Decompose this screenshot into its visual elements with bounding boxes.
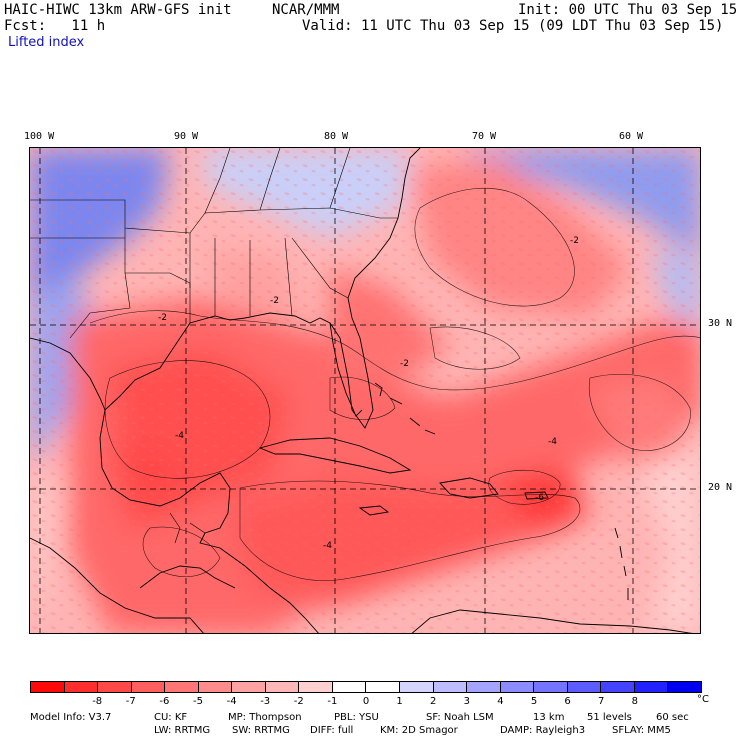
colorbar-unit: °C [697, 694, 709, 705]
colorbar-tick-label: 3 [463, 696, 470, 707]
model-info-levels: 51 levels [587, 712, 632, 723]
colorbar-tick-label: -8 [92, 696, 103, 707]
colorbar-swatch [500, 682, 535, 692]
model-info-km: KM: 2D Smagor [380, 725, 458, 736]
colorbar [30, 681, 702, 693]
lat-label-30n: 30 N [708, 318, 733, 329]
model-info-version: Model Info: V3.7 [30, 712, 112, 723]
colorbar-swatch [601, 682, 635, 692]
model-info-diff: DIFF: full [310, 725, 354, 736]
model-info-lw: LW: RRTMG [154, 725, 211, 736]
colorbar-swatch [467, 682, 501, 692]
contour-label: -4 [548, 437, 557, 447]
init-time: Init: 00 UTC Thu 03 Sep 15 [518, 2, 738, 18]
model-info-sw: SW: RRTMG [232, 725, 290, 736]
colorbar-tick-label: -1 [327, 696, 338, 707]
contour-label: -2 [158, 313, 167, 323]
lon-label-60w: 60 W [619, 131, 644, 142]
colorbar-swatch [98, 682, 132, 692]
colorbar-swatch [265, 682, 300, 692]
contour-label: -2 [270, 296, 279, 306]
colorbar-tick-label: 8 [631, 696, 638, 707]
field-name: Lifted index [8, 35, 85, 50]
model-info-mp: MP: Thompson [228, 712, 302, 723]
colorbar-swatch [634, 682, 669, 692]
lifted-index-map: -2 -2 -2 -4 -4 -4 -2 -6 [29, 147, 701, 634]
lon-label-80w: 80 W [324, 131, 349, 142]
colorbar-swatch [299, 682, 333, 692]
lon-label-100w: 100 W [24, 131, 55, 142]
colorbar-swatch [366, 682, 401, 692]
model-info-damp: DAMP: Rayleigh3 [500, 725, 586, 736]
lon-label-70w: 70 W [472, 131, 497, 142]
colorbar-swatch [131, 682, 166, 692]
model-info-cu: CU: KF [154, 712, 188, 723]
colorbar-tick-label: 7 [598, 696, 605, 707]
colorbar-tick-label: -2 [293, 696, 304, 707]
colorbar-tick-label: -7 [125, 696, 136, 707]
colorbar-tick-label: -3 [260, 696, 271, 707]
colorbar-tick-label: 4 [497, 696, 504, 707]
model-info-sf: SF: Noah LSM [426, 712, 494, 723]
model-info-timestep: 60 sec [656, 712, 689, 723]
colorbar-swatch [534, 682, 568, 692]
model-info-sflay: SFLAY: MM5 [612, 725, 671, 736]
model-info-pbl: PBL: YSU [334, 712, 379, 723]
contour-label: -6 [535, 493, 544, 503]
colorbar-swatch [232, 682, 266, 692]
colorbar-swatch [31, 682, 65, 692]
valid-time: Valid: 11 UTC Thu 03 Sep 15 (09 LDT Thu … [302, 18, 724, 34]
colorbar-tick-label: -5 [193, 696, 203, 707]
colorbar-swatch [433, 682, 468, 692]
colorbar-tick-label: 1 [396, 696, 403, 707]
colorbar-swatch [567, 682, 602, 692]
contour-label: -4 [323, 541, 332, 551]
colorbar-tick-label: -6 [159, 696, 170, 707]
contour-label: -2 [400, 359, 409, 369]
colorbar-swatch [165, 682, 199, 692]
colorbar-swatch [400, 682, 434, 692]
lat-label-20n: 20 N [708, 482, 733, 493]
map-canvas: -2 -2 -2 -4 -4 -4 -2 -6 [30, 148, 700, 633]
colorbar-swatch [64, 682, 99, 692]
colorbar-swatch [668, 682, 701, 692]
contour-label: -2 [570, 236, 579, 246]
lon-label-90w: 90 W [174, 131, 199, 142]
model-title: HAIC-HIWC 13km ARW-GFS init [4, 2, 232, 18]
colorbar-tick-label: 5 [530, 696, 538, 707]
colorbar-tick-label: 0 [362, 696, 370, 707]
colorbar-tick-label: 2 [430, 696, 437, 707]
forecast-hour: Fcst: 11 h [4, 18, 106, 34]
colorbar-swatch [332, 682, 367, 692]
colorbar-swatch [198, 682, 233, 692]
colorbar-tick-label: -4 [226, 696, 237, 707]
model-info-res: 13 km [533, 712, 565, 723]
center-name: NCAR/MMM [272, 2, 340, 18]
contour-label: -4 [175, 431, 184, 441]
colorbar-tick-label: 6 [564, 696, 571, 707]
